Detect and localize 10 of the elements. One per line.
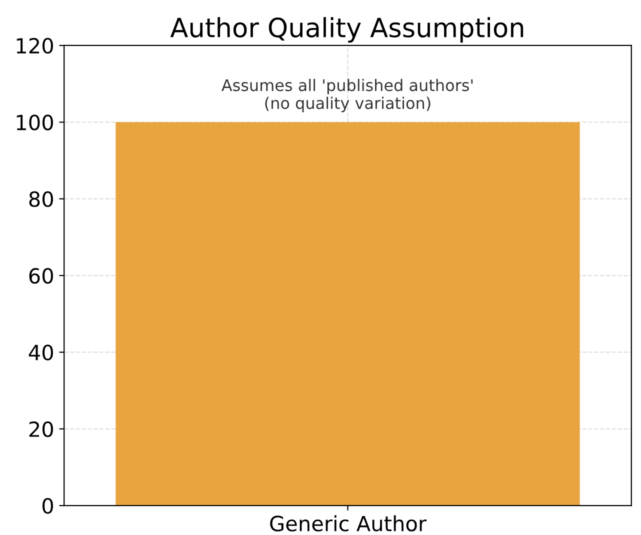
y-tick-label: 40 (28, 344, 53, 360)
y-tick-label: 80 (29, 191, 53, 208)
y-tick-label: 100 (16, 114, 53, 130)
chart-title: Author Quality Assumption (170, 17, 524, 43)
x-tick-label: Generic Author (270, 515, 427, 532)
y-tick-label: 60 (29, 268, 53, 284)
annotation: Assumes all 'published authors' (no quality variation) (222, 78, 473, 112)
y-tick-label: 120 (16, 38, 53, 54)
y-tick-label: 20 (29, 421, 53, 438)
y-tick-label: 0 (42, 498, 53, 514)
